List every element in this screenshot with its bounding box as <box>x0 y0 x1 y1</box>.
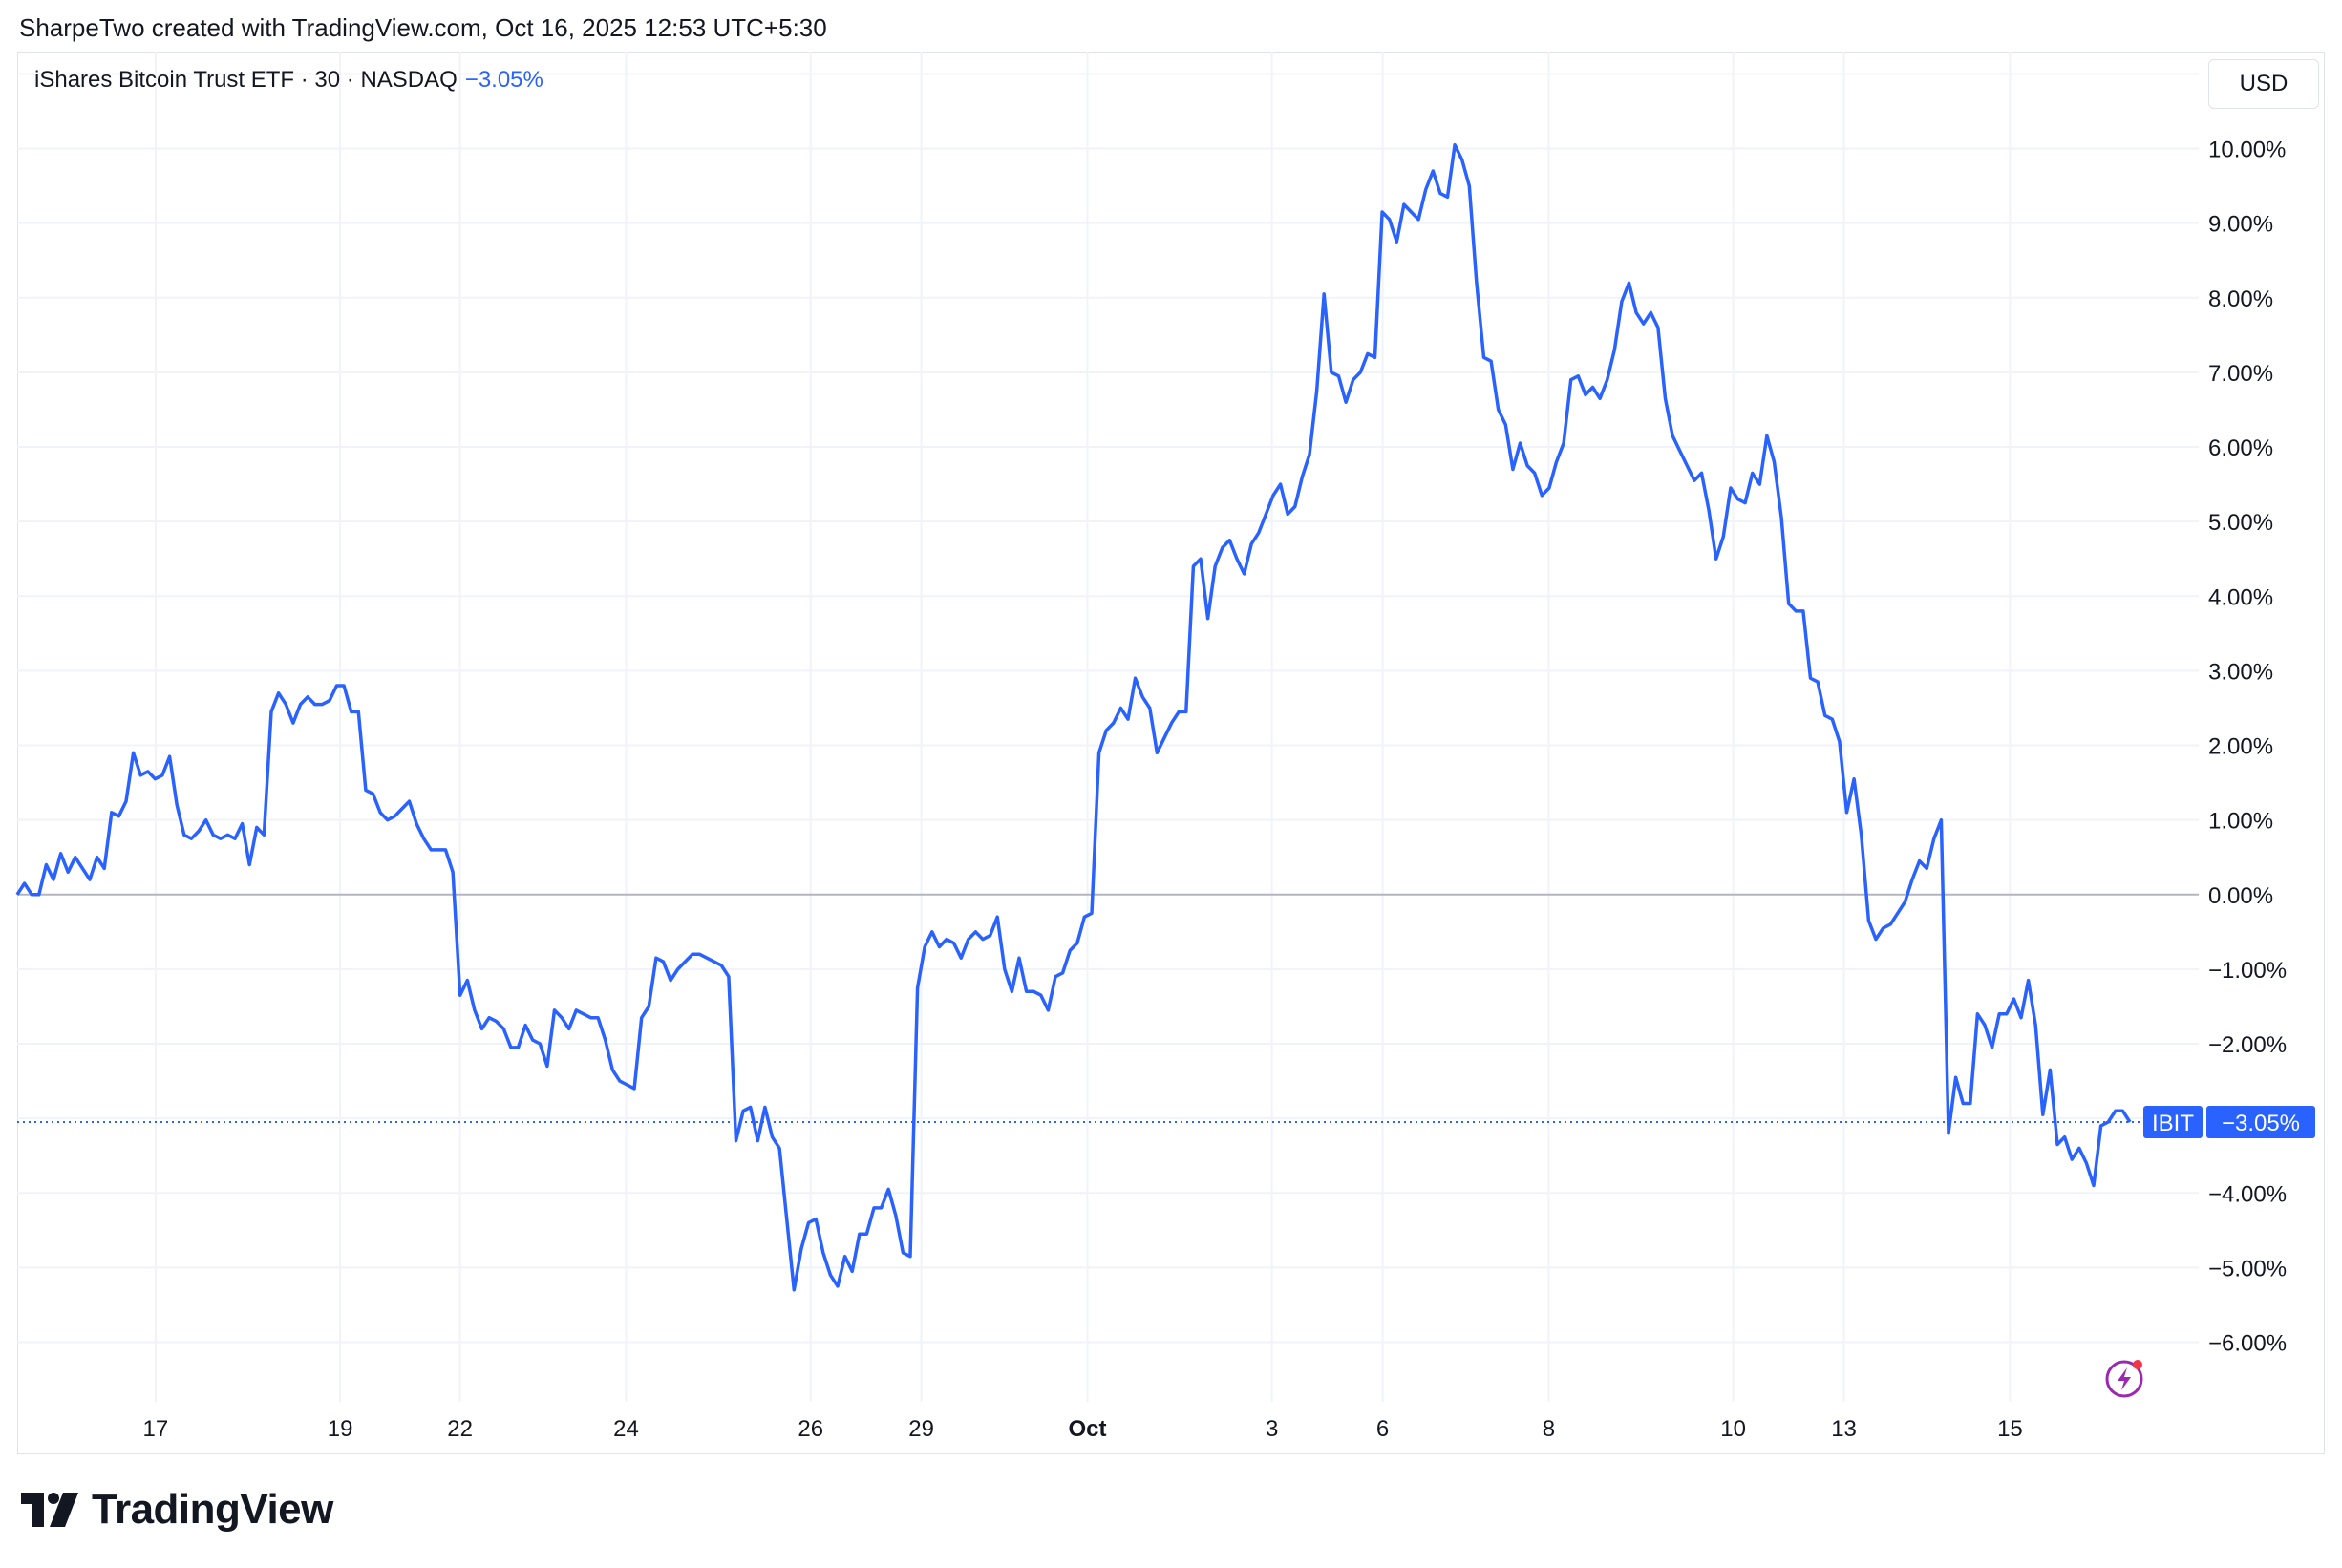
x-tick-label: 13 <box>1831 1416 1857 1442</box>
y-tick-label: 8.00% <box>2208 286 2273 312</box>
y-tick-label: 2.00% <box>2208 734 2273 760</box>
x-tick-label: 15 <box>1997 1416 2023 1442</box>
tradingview-logo-icon <box>21 1493 78 1527</box>
chart-frame <box>17 52 2325 1454</box>
y-tick-label: 0.00% <box>2208 883 2273 909</box>
y-tick-label: 5.00% <box>2208 510 2273 536</box>
tradingview-logo: TradingView <box>21 1486 333 1534</box>
y-tick-label: −1.00% <box>2208 958 2287 984</box>
x-tick-label: 6 <box>1376 1416 1389 1442</box>
x-tick-label: 26 <box>798 1416 823 1442</box>
lightning-bolt-icon[interactable] <box>2103 1356 2147 1400</box>
x-tick-label: 8 <box>1543 1416 1555 1442</box>
y-tick-label: −2.00% <box>2208 1032 2287 1058</box>
y-tick-label: 1.00% <box>2208 809 2273 835</box>
x-tick-label: 22 <box>447 1416 473 1442</box>
y-tick-label: 9.00% <box>2208 212 2273 238</box>
price-axis: −6.00%−5.00%−4.00%−3.00%−2.00%−1.00%0.00… <box>2208 62 2287 1356</box>
y-tick-label: 4.00% <box>2208 584 2273 610</box>
price-tag: IBIT −3.05% <box>2143 1106 2315 1139</box>
chart-grid <box>17 52 2199 1402</box>
y-tick-label: −5.00% <box>2208 1256 2287 1282</box>
x-tick-label: 10 <box>1720 1416 1746 1442</box>
x-tick-label: Oct <box>1068 1416 1106 1442</box>
x-tick-label: 19 <box>328 1416 353 1442</box>
symbol-legend[interactable]: iShares Bitcoin Trust ETF · 30 · NASDAQ −… <box>34 67 543 94</box>
y-tick-label: −4.00% <box>2208 1181 2287 1207</box>
chart-attribution: SharpeTwo created with TradingView.com, … <box>19 13 827 42</box>
value-tag-label: −3.05% <box>2222 1111 2300 1136</box>
time-axis: 17 19 22 24 26 29 Oct 3 6 8 10 13 15 <box>143 1416 2023 1442</box>
x-tick-label: 17 <box>143 1416 169 1442</box>
value-tag-bg <box>2206 1106 2315 1139</box>
x-tick-label: 29 <box>908 1416 934 1442</box>
y-tick-label: 6.00% <box>2208 435 2273 461</box>
series-line <box>15 142 2132 1292</box>
currency-button[interactable]: USD <box>2208 59 2319 109</box>
y-tick-label: −6.00% <box>2208 1331 2287 1357</box>
y-tick-label: 10.00% <box>2208 138 2286 163</box>
x-tick-label: 24 <box>613 1416 639 1442</box>
symbol-change: −3.05% <box>464 67 543 93</box>
brand-name: TradingView <box>92 1486 333 1533</box>
symbol-title: iShares Bitcoin Trust ETF · 30 · NASDAQ <box>34 67 458 93</box>
ticker-tag-bg <box>2143 1106 2203 1139</box>
y-tick-label: 3.00% <box>2208 659 2273 685</box>
x-tick-label: 3 <box>1266 1416 1278 1442</box>
series-ibit <box>15 142 2132 1292</box>
y-tick-label: 7.00% <box>2208 361 2273 387</box>
ticker-tag-label: IBIT <box>2152 1111 2194 1136</box>
